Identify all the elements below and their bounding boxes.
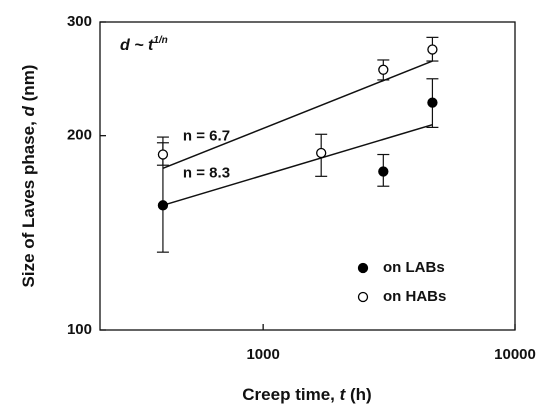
fit-label: n = 8.3 [183, 164, 230, 181]
y-label-part: d [19, 105, 38, 116]
point [427, 97, 438, 108]
fit-label: n = 6.7 [183, 127, 230, 144]
fit-line [162, 60, 433, 170]
legend-marker [357, 291, 369, 303]
legend-marker [357, 262, 369, 274]
formula-base: d ~ t [120, 37, 154, 54]
fit-line [162, 123, 433, 207]
formula: d ~ t1/n [120, 35, 168, 55]
y-tick-label: 100 [67, 321, 92, 338]
legend-label: on HABs [383, 288, 446, 305]
x-tick-label: 10000 [494, 346, 536, 363]
x-label-part: t [340, 385, 347, 404]
point [378, 166, 389, 177]
plot-frame [99, 21, 516, 331]
y-tick-label: 200 [67, 127, 92, 144]
y-label-part: Size of Laves phase, [19, 116, 38, 287]
y-axis-label: Size of Laves phase, d (nm) [19, 65, 38, 288]
x-label-part: Creep time, [242, 385, 339, 404]
x-axis-label: Creep time, t (h) [242, 385, 371, 404]
point [378, 64, 389, 75]
y-label-part: (nm) [19, 65, 38, 107]
x-label-part: (h) [345, 385, 371, 404]
x-tick-label: 1000 [246, 346, 279, 363]
point [316, 147, 327, 159]
point [157, 149, 169, 160]
legend-label: on LABs [383, 259, 445, 276]
y-tick-label: 300 [67, 13, 92, 30]
point [157, 200, 169, 211]
formula-exponent: 1/n [153, 35, 167, 46]
point [427, 44, 438, 55]
